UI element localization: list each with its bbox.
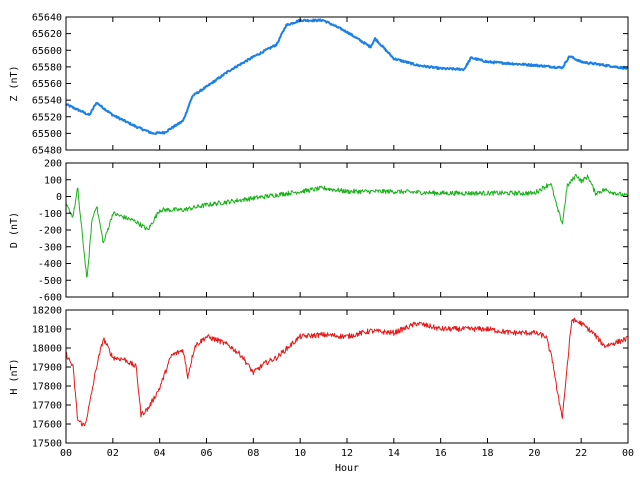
x-tick-label: 20 (528, 448, 540, 459)
x-tick-label: 12 (341, 448, 353, 459)
y-tick-label: 18000 (32, 344, 62, 355)
y-tick-label: 65480 (32, 146, 62, 157)
series-line-2 (65, 174, 629, 278)
x-tick-label: 08 (247, 448, 259, 459)
y-tick-label: 18200 (32, 306, 62, 317)
x-tick-label: 16 (435, 448, 447, 459)
y-tick-label: 65540 (32, 96, 62, 107)
y-tick-label: -300 (38, 242, 62, 253)
series-line-3 (65, 317, 629, 427)
y-tick-label: -100 (38, 209, 62, 220)
y-tick-label: 17800 (32, 382, 62, 393)
x-tick-label: 18 (481, 448, 493, 459)
x-tick-label: 06 (200, 448, 212, 459)
x-tick-label: 10 (294, 448, 306, 459)
y-tick-label: 65620 (32, 29, 62, 40)
x-tick-label: 00 (60, 448, 72, 459)
x-tick-label: 04 (154, 448, 166, 459)
y-tick-label: 18100 (32, 325, 62, 336)
x-tick-label: 00 (622, 448, 634, 459)
y-tick-label: 100 (44, 175, 62, 186)
series-line-1 (65, 18, 629, 135)
y-tick-label: 65560 (32, 79, 62, 90)
x-tick-label: 02 (107, 448, 119, 459)
plot-frame (65, 309, 629, 444)
y-tick-label: -600 (38, 293, 62, 304)
x-tick-label: 22 (575, 448, 587, 459)
y-tick-label: 65520 (32, 112, 62, 123)
y-tick-label: 200 (44, 159, 62, 170)
y-tick-label: 65500 (32, 129, 62, 140)
x-tick-label: 14 (388, 448, 400, 459)
y-tick-label: 65640 (32, 13, 62, 24)
y-tick-label: -200 (38, 226, 62, 237)
x-axis-title: Hour (335, 463, 359, 474)
y-tick-label: 17500 (32, 439, 62, 450)
panel-3: 1750017600177001780017900180001810018200… (9, 306, 634, 475)
y-tick-label: 17600 (32, 420, 62, 431)
y-tick-label: 17700 (32, 401, 62, 412)
plot-frame (65, 162, 629, 298)
y-tick-label: 17900 (32, 363, 62, 374)
y-tick-label: 65580 (32, 62, 62, 73)
plot-frame (65, 16, 629, 151)
y-tick-label: -400 (38, 259, 62, 270)
y-tick-label: 65600 (32, 46, 62, 57)
y-axis-title: Z (nT) (9, 65, 20, 101)
y-tick-label: -500 (38, 276, 62, 287)
y-axis-title: H (nT) (9, 358, 20, 394)
panel-1: 65480 65500 65520 65540 65560 65580 65600 65620… (9, 13, 629, 157)
y-axis-title: D (nT) (9, 212, 20, 248)
panel-2: -600 -500 -400 -300 -200 -100 0 100 200 D (nT) (9, 159, 629, 304)
y-tick-label: 0 (56, 192, 62, 203)
